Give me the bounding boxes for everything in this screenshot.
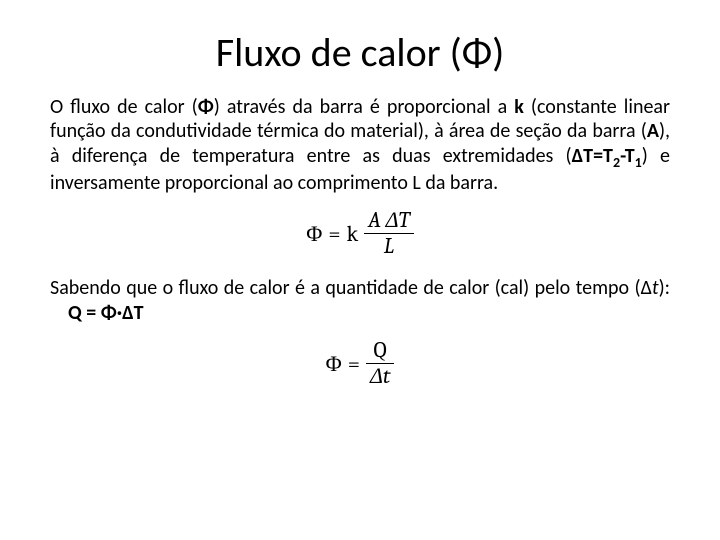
inline-equation: Q = Φ·ΔT [68,301,144,325]
formula-1: Φ = k A ΔT L [50,209,670,258]
subscript-2: 2 [613,154,620,171]
text: ): [659,276,670,300]
coef: k [347,221,359,247]
page-title: Fluxo de calor (Φ) [50,28,670,77]
paragraph-1: O fluxo de calor (Φ) através da barra é … [50,95,670,195]
fraction: Q Δt [366,339,394,388]
lhs: Φ [326,351,342,377]
formula-row: Φ = k A ΔT L [306,209,413,258]
sym-k: k [514,95,524,119]
formula-2: Φ = Q Δt [50,339,670,388]
numerator: A ΔT [364,209,414,233]
text: ΔT=T [572,144,613,168]
subscript-1: 1 [635,154,642,171]
equals: = [348,351,360,377]
text: ) através da barra é proporcional a [214,95,515,119]
text: -T [620,144,635,168]
denominator: L [364,233,414,258]
sym-a: A [647,119,659,143]
numerator: Q [370,339,391,363]
fraction: A ΔT L [364,209,414,258]
paragraph-2: Sabendo que o fluxo de calor é a quantid… [50,276,670,325]
sym-t: t [652,276,659,300]
equals: = [328,221,340,247]
denominator: Δt [366,363,394,388]
text: Sabendo que o fluxo de calor é a quantid… [50,276,652,300]
text: O fluxo de calor ( [50,95,198,119]
lhs: Φ [306,221,322,247]
formula-row: Φ = Q Δt [326,339,395,388]
sym-phi: Φ [198,95,214,119]
